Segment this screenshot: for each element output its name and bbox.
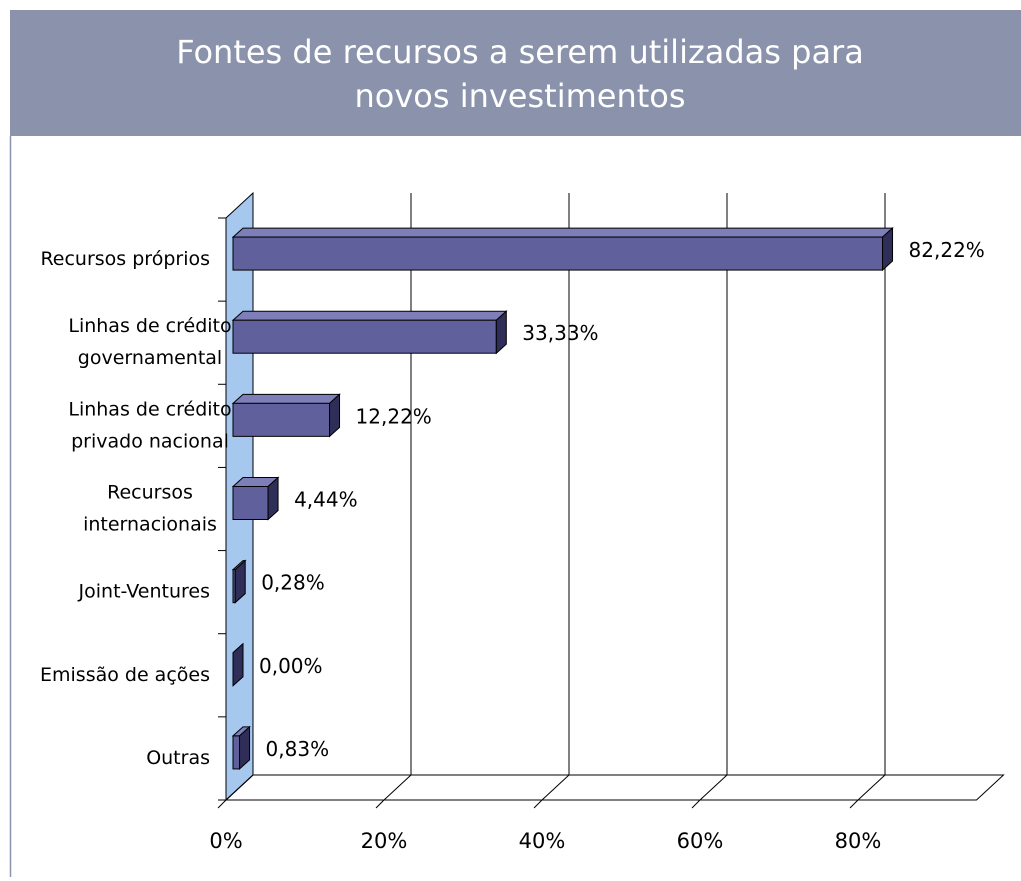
- y-tick-label: Joint-Ventures: [78, 581, 210, 603]
- chart-title: Fontes de recursos a serem utilizadas pa…: [176, 33, 864, 71]
- bar-top: [231, 227, 894, 238]
- bar-side: [267, 476, 279, 521]
- bar: [232, 236, 884, 271]
- title-banner: [10, 10, 1021, 136]
- x-tick-label: 60%: [677, 829, 724, 853]
- tick-mark: [849, 799, 859, 809]
- y-tick-label: Linhas de crédito: [68, 315, 231, 337]
- value-label: 33,33%: [522, 321, 598, 345]
- y-tick-label: Linhas de crédito: [68, 398, 231, 420]
- tick-mark: [533, 799, 543, 809]
- bar-side: [329, 393, 341, 438]
- value-label: 0,83%: [266, 737, 330, 761]
- grid-line: [541, 774, 570, 801]
- bar-top: [231, 393, 341, 404]
- bar: [232, 486, 269, 520]
- tick-mark: [375, 799, 385, 809]
- value-label: 82,22%: [909, 238, 985, 262]
- bar: [232, 735, 241, 770]
- value-label: 0,00%: [259, 654, 323, 678]
- y-tick-label: internacionais: [83, 514, 217, 536]
- bar: [232, 319, 497, 354]
- y-tick-label: Outras: [146, 747, 210, 769]
- y-tick-label: Emissão de ações: [40, 664, 210, 686]
- y-tick-label: governamental: [78, 347, 222, 369]
- y-tick-label: privado nacional: [71, 430, 229, 452]
- bar-top: [231, 310, 508, 321]
- x-tick-label: 40%: [519, 829, 566, 853]
- value-label: 0,28%: [261, 571, 325, 595]
- x-tick-label: 20%: [361, 829, 408, 853]
- grid-line: [857, 774, 886, 801]
- grid-line: [699, 774, 728, 801]
- grid-line: [225, 774, 254, 801]
- bar-side: [495, 310, 507, 355]
- grid-line: [383, 774, 412, 801]
- chart-title: novos investimentos: [354, 77, 685, 115]
- value-label: 12,22%: [356, 404, 432, 428]
- x-tick-label: 80%: [835, 829, 882, 853]
- bar-side: [882, 226, 894, 272]
- tick-mark: [691, 799, 701, 809]
- bar-side: [234, 559, 246, 604]
- value-label: 4,44%: [294, 488, 358, 512]
- floor: [224, 774, 1005, 801]
- tick-mark: [217, 799, 227, 809]
- y-tick-label: Recursos próprios: [40, 248, 210, 270]
- y-tick-label: Recursos: [107, 482, 193, 504]
- bar: [232, 402, 331, 437]
- x-tick-label: 0%: [209, 829, 242, 853]
- bar-side: [232, 642, 244, 687]
- bar-side: [239, 725, 251, 771]
